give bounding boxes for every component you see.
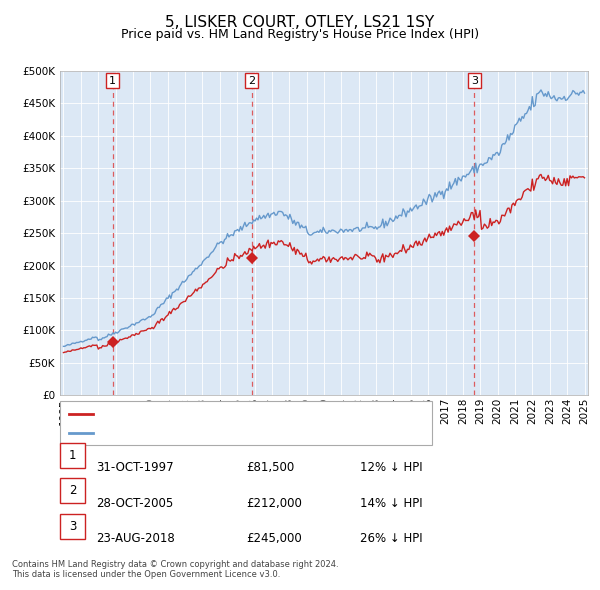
Text: Price paid vs. HM Land Registry's House Price Index (HPI): Price paid vs. HM Land Registry's House …	[121, 28, 479, 41]
Text: 12% ↓ HPI: 12% ↓ HPI	[360, 461, 422, 474]
Text: £212,000: £212,000	[246, 497, 302, 510]
Text: 5, LISKER COURT, OTLEY, LS21 1SY (detached house): 5, LISKER COURT, OTLEY, LS21 1SY (detach…	[99, 409, 377, 418]
Text: 3: 3	[69, 520, 76, 533]
Text: 14% ↓ HPI: 14% ↓ HPI	[360, 497, 422, 510]
Text: 31-OCT-1997: 31-OCT-1997	[96, 461, 173, 474]
Text: Contains HM Land Registry data © Crown copyright and database right 2024.
This d: Contains HM Land Registry data © Crown c…	[12, 560, 338, 579]
Text: HPI: Average price, detached house, Leeds: HPI: Average price, detached house, Leed…	[99, 428, 322, 438]
Text: 5, LISKER COURT, OTLEY, LS21 1SY: 5, LISKER COURT, OTLEY, LS21 1SY	[166, 15, 434, 30]
Text: 23-AUG-2018: 23-AUG-2018	[96, 532, 175, 545]
Text: 2: 2	[69, 484, 76, 497]
Text: 1: 1	[69, 449, 76, 462]
Text: 26% ↓ HPI: 26% ↓ HPI	[360, 532, 422, 545]
Text: 28-OCT-2005: 28-OCT-2005	[96, 497, 173, 510]
Text: £245,000: £245,000	[246, 532, 302, 545]
Text: 3: 3	[471, 76, 478, 86]
Text: 1: 1	[109, 76, 116, 86]
Text: £81,500: £81,500	[246, 461, 294, 474]
Text: 2: 2	[248, 76, 255, 86]
